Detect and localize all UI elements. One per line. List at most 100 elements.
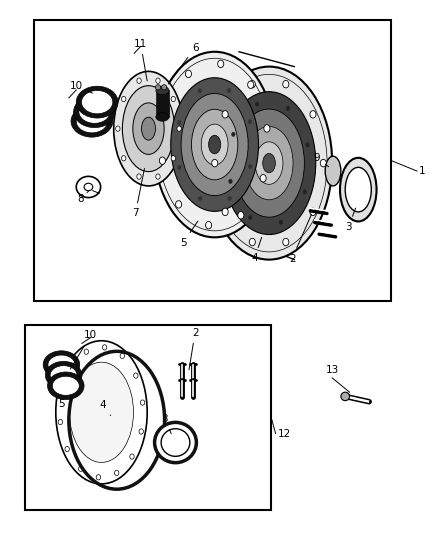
- Ellipse shape: [79, 100, 110, 123]
- Circle shape: [176, 200, 182, 208]
- Ellipse shape: [206, 67, 332, 260]
- Text: 2: 2: [289, 214, 311, 263]
- Text: 3: 3: [346, 208, 356, 232]
- Circle shape: [227, 88, 231, 93]
- Circle shape: [249, 238, 255, 246]
- Circle shape: [141, 400, 145, 405]
- Circle shape: [205, 222, 212, 229]
- Ellipse shape: [171, 78, 258, 212]
- Circle shape: [283, 80, 289, 88]
- Ellipse shape: [234, 109, 304, 217]
- Bar: [34, 20, 391, 301]
- Circle shape: [212, 159, 218, 167]
- Circle shape: [310, 208, 316, 216]
- Circle shape: [163, 107, 169, 115]
- Circle shape: [130, 454, 134, 459]
- Circle shape: [228, 196, 231, 200]
- Text: 10: 10: [70, 330, 97, 369]
- Ellipse shape: [48, 355, 75, 374]
- Circle shape: [185, 70, 191, 78]
- Text: 5: 5: [58, 399, 72, 409]
- Text: 4: 4: [99, 400, 111, 415]
- Ellipse shape: [155, 422, 196, 463]
- Ellipse shape: [340, 158, 377, 221]
- Text: 3: 3: [161, 414, 171, 434]
- Bar: [156, 91, 169, 117]
- Circle shape: [116, 126, 120, 131]
- Circle shape: [58, 419, 63, 425]
- Circle shape: [303, 190, 307, 194]
- Circle shape: [96, 474, 101, 480]
- Circle shape: [121, 156, 126, 161]
- Circle shape: [139, 429, 143, 434]
- Circle shape: [222, 208, 228, 216]
- Circle shape: [121, 96, 126, 102]
- Circle shape: [177, 126, 181, 131]
- Ellipse shape: [191, 109, 238, 180]
- Ellipse shape: [245, 126, 293, 200]
- Ellipse shape: [56, 341, 147, 484]
- Ellipse shape: [76, 86, 118, 118]
- Text: 2: 2: [189, 328, 198, 370]
- Ellipse shape: [133, 103, 164, 155]
- Ellipse shape: [208, 135, 221, 154]
- Ellipse shape: [84, 183, 93, 191]
- Text: 4: 4: [251, 237, 261, 263]
- Ellipse shape: [71, 106, 113, 137]
- Circle shape: [156, 174, 160, 179]
- Text: 9: 9: [314, 153, 328, 167]
- Circle shape: [222, 111, 228, 118]
- Ellipse shape: [325, 156, 341, 186]
- Circle shape: [264, 125, 270, 132]
- Circle shape: [137, 78, 141, 83]
- Ellipse shape: [76, 110, 108, 133]
- Circle shape: [198, 197, 202, 201]
- Circle shape: [232, 132, 235, 136]
- Circle shape: [249, 80, 255, 88]
- Circle shape: [306, 143, 309, 147]
- Circle shape: [218, 60, 224, 68]
- Ellipse shape: [161, 429, 190, 456]
- Ellipse shape: [74, 96, 116, 127]
- Circle shape: [255, 102, 259, 106]
- Circle shape: [248, 164, 252, 168]
- Circle shape: [171, 96, 176, 102]
- Circle shape: [78, 466, 83, 471]
- Circle shape: [286, 107, 290, 111]
- Text: 6: 6: [169, 43, 198, 84]
- Ellipse shape: [156, 113, 169, 121]
- Ellipse shape: [52, 376, 79, 395]
- Circle shape: [198, 88, 201, 93]
- Ellipse shape: [155, 85, 161, 90]
- Ellipse shape: [47, 372, 84, 400]
- Circle shape: [65, 446, 69, 451]
- Ellipse shape: [255, 142, 283, 184]
- Text: 8: 8: [78, 191, 88, 204]
- Circle shape: [60, 391, 64, 396]
- Ellipse shape: [81, 91, 113, 114]
- Text: 12: 12: [278, 429, 291, 439]
- Circle shape: [283, 238, 289, 246]
- Ellipse shape: [141, 117, 155, 140]
- Ellipse shape: [76, 176, 101, 198]
- Ellipse shape: [43, 351, 80, 378]
- Circle shape: [248, 216, 252, 220]
- Ellipse shape: [201, 124, 228, 165]
- Bar: [25, 325, 271, 511]
- Ellipse shape: [46, 361, 82, 389]
- Ellipse shape: [154, 52, 276, 237]
- Circle shape: [310, 111, 316, 118]
- Circle shape: [279, 220, 283, 224]
- Ellipse shape: [114, 71, 184, 186]
- Ellipse shape: [50, 366, 77, 385]
- Circle shape: [134, 373, 138, 378]
- Circle shape: [159, 157, 166, 164]
- Circle shape: [177, 165, 181, 169]
- Text: 13: 13: [325, 365, 339, 375]
- Circle shape: [260, 175, 266, 182]
- Circle shape: [247, 81, 254, 88]
- Circle shape: [69, 366, 73, 370]
- Ellipse shape: [263, 154, 276, 173]
- Circle shape: [120, 353, 124, 359]
- Circle shape: [177, 120, 181, 125]
